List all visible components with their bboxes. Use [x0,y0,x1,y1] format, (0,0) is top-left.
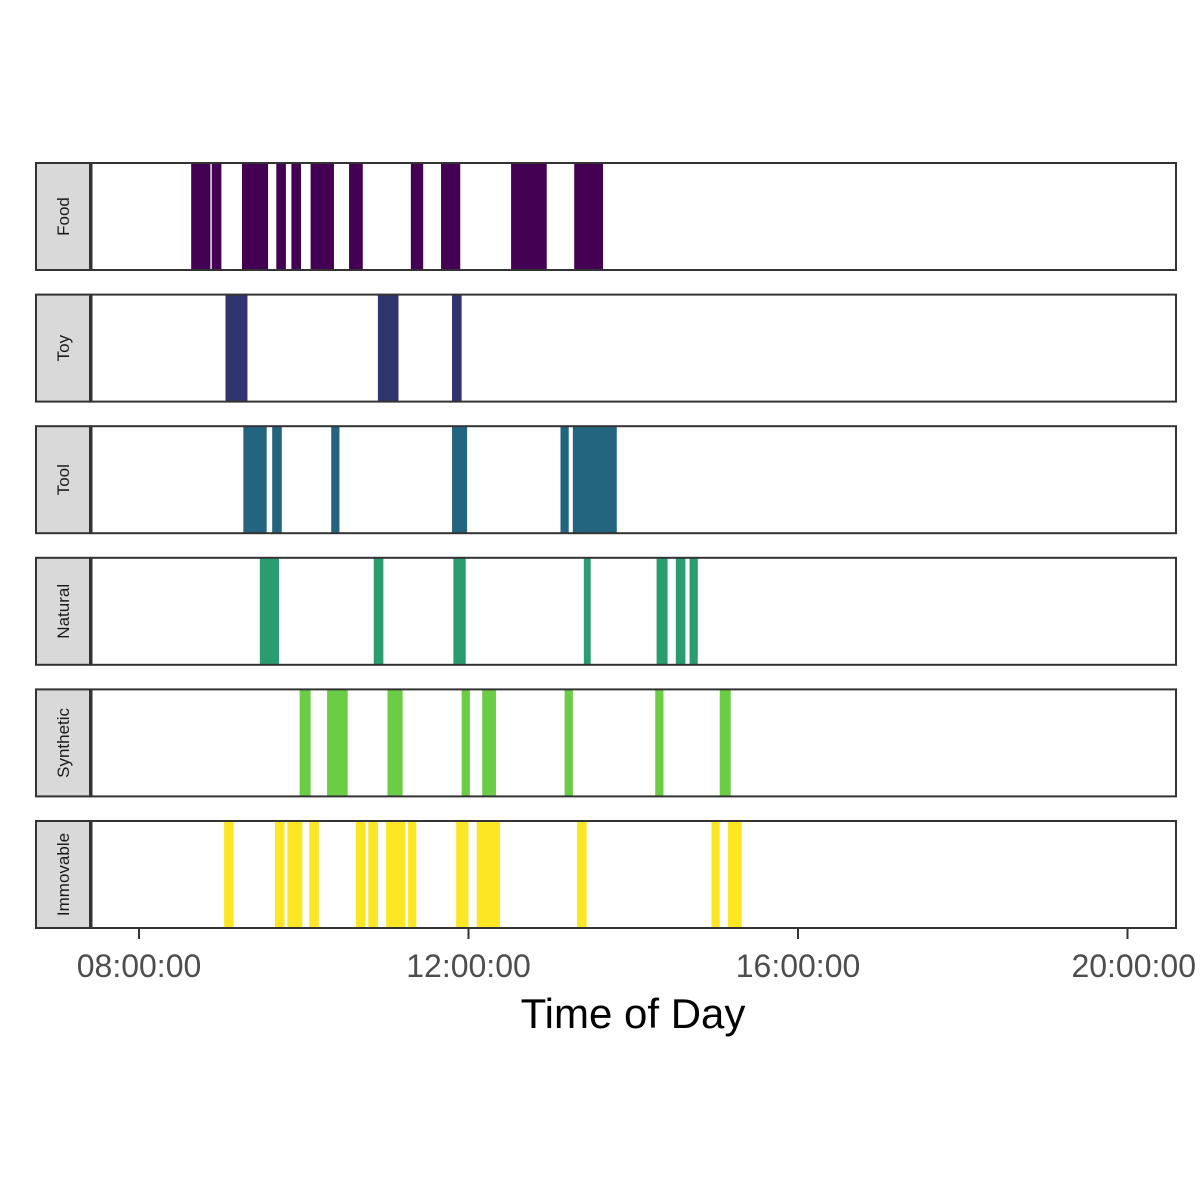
x-tick-label: 20:00:00 [1071,948,1196,984]
strip-immovable [35,820,91,929]
bar-tool [331,426,340,534]
bar-immovable [287,821,303,928]
panel-border [90,556,1177,666]
bar-immovable [355,821,366,928]
bar-immovable [727,821,742,928]
panel-border [90,688,1177,798]
bar-food [441,163,461,270]
bar-synthetic [327,689,348,797]
bar-immovable [274,821,285,928]
bar-natural [453,557,466,665]
bar-food [191,163,211,270]
strip-synthetic [35,688,91,798]
bar-food [349,163,363,270]
bar-tool [452,426,468,534]
strip-label-immovable: Immovable [54,833,73,916]
panel-border [90,425,1177,535]
strip-label-natural: Natural [54,584,73,639]
bar-tool [560,426,569,534]
bar-immovable [711,821,720,928]
panel-border [90,820,1177,929]
bar-tool [272,426,282,534]
strip-label-tool: Tool [54,464,73,495]
bar-synthetic [387,689,403,797]
bar-food [574,163,604,270]
bar-synthetic [482,689,496,797]
panel-natural: Natural [35,556,1177,666]
bar-toy [225,294,248,402]
bar-tool [243,426,267,534]
bar-natural [373,557,384,665]
bar-immovable [456,821,469,928]
bar-natural [259,557,280,665]
strip-tool [35,425,91,535]
bar-food [511,163,547,270]
x-axis-title: Time of Day [521,990,746,1037]
panel-border [90,162,1177,271]
bar-immovable [368,821,378,928]
bar-food [410,163,424,270]
bar-tool [572,426,617,534]
bar-food [291,163,302,270]
panels-layer: Food Toy Tool Natural Synthetic Immovable [35,162,1177,929]
bar-immovable [576,821,587,928]
panel-toy: Toy [35,293,1177,403]
bar-natural [656,557,668,665]
x-tick-label: 16:00:00 [736,948,861,984]
bar-toy [452,294,462,402]
panel-food: Food [35,162,1177,271]
panel-immovable: Immovable [35,820,1177,929]
bar-natural [689,557,698,665]
strip-label-toy: Toy [54,334,73,361]
bar-synthetic [461,689,470,797]
bar-synthetic [564,689,573,797]
strip-label-food: Food [54,197,73,236]
strip-natural [35,556,91,666]
bar-synthetic [655,689,664,797]
bar-natural [675,557,686,665]
bar-synthetic [719,689,731,797]
bar-immovable [408,821,417,928]
bar-natural [583,557,591,665]
panel-tool: Tool [35,425,1177,535]
bar-synthetic [299,689,311,797]
panel-synthetic: Synthetic [35,688,1177,798]
x-tick-label: 08:00:00 [77,948,202,984]
bar-food [276,163,286,270]
strip-label-synthetic: Synthetic [54,707,73,777]
bar-food [310,163,334,270]
x-axis: 08:00:00 12:00:00 16:00:00 20:00:00 [77,928,1196,984]
bar-food [241,163,269,270]
bar-toy [377,294,399,402]
strip-food [35,162,91,271]
bar-food [211,163,222,270]
bar-immovable [386,821,406,928]
panel-border [90,293,1177,403]
bar-immovable [224,821,234,928]
x-tick-label: 12:00:00 [406,948,531,984]
bar-immovable [309,821,319,928]
bar-immovable [476,821,501,928]
